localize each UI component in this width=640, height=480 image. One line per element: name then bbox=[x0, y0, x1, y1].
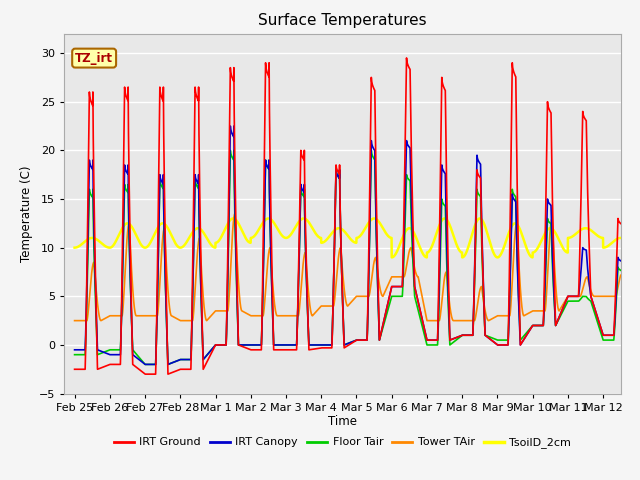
Tower TAir bbox=[231, 211, 239, 216]
IRT Ground bbox=[432, 337, 440, 343]
TsoilD_2cm bbox=[229, 216, 237, 221]
Floor Tair bbox=[617, 267, 625, 273]
IRT Canopy bbox=[602, 332, 609, 338]
Tower TAir bbox=[602, 293, 609, 299]
Line: Floor Tair: Floor Tair bbox=[75, 150, 621, 364]
TsoilD_2cm bbox=[617, 235, 625, 241]
Floor Tair bbox=[71, 352, 79, 358]
IRT Ground bbox=[141, 371, 149, 377]
Tower TAir bbox=[192, 275, 200, 280]
Floor Tair bbox=[602, 337, 609, 343]
Tower TAir bbox=[424, 318, 432, 324]
Floor Tair bbox=[566, 298, 573, 304]
TsoilD_2cm bbox=[192, 226, 200, 232]
Line: IRT Canopy: IRT Canopy bbox=[75, 126, 621, 364]
Floor Tair bbox=[192, 181, 200, 187]
TsoilD_2cm bbox=[432, 233, 440, 239]
IRT Ground bbox=[602, 332, 609, 338]
IRT Canopy bbox=[141, 361, 149, 367]
TsoilD_2cm bbox=[566, 235, 573, 240]
Tower TAir bbox=[431, 318, 439, 324]
TsoilD_2cm bbox=[602, 244, 609, 250]
IRT Ground bbox=[617, 221, 625, 227]
IRT Ground bbox=[71, 366, 79, 372]
IRT Canopy bbox=[566, 293, 573, 299]
Tower TAir bbox=[566, 293, 573, 299]
IRT Canopy bbox=[617, 258, 625, 264]
Tower TAir bbox=[241, 310, 249, 316]
IRT Ground bbox=[241, 345, 249, 350]
Floor Tair bbox=[227, 147, 234, 153]
IRT Canopy bbox=[227, 123, 234, 129]
IRT Ground bbox=[566, 293, 573, 299]
IRT Canopy bbox=[432, 337, 440, 343]
Tower TAir bbox=[617, 272, 625, 278]
Tower TAir bbox=[71, 318, 79, 324]
Line: TsoilD_2cm: TsoilD_2cm bbox=[75, 218, 621, 257]
Line: Tower TAir: Tower TAir bbox=[75, 214, 621, 321]
IRT Ground bbox=[424, 337, 432, 343]
TsoilD_2cm bbox=[424, 249, 432, 255]
IRT Ground bbox=[403, 55, 410, 61]
Text: TZ_irt: TZ_irt bbox=[75, 51, 113, 65]
IRT Ground bbox=[192, 91, 200, 97]
Title: Surface Temperatures: Surface Temperatures bbox=[258, 13, 427, 28]
Line: IRT Ground: IRT Ground bbox=[75, 58, 621, 374]
TsoilD_2cm bbox=[388, 254, 396, 260]
IRT Canopy bbox=[242, 342, 250, 348]
Floor Tair bbox=[242, 342, 250, 348]
Legend: IRT Ground, IRT Canopy, Floor Tair, Tower TAir, TsoilD_2cm: IRT Ground, IRT Canopy, Floor Tair, Towe… bbox=[109, 433, 575, 453]
TsoilD_2cm bbox=[71, 245, 79, 251]
Floor Tair bbox=[141, 361, 149, 367]
Floor Tair bbox=[432, 342, 440, 348]
X-axis label: Time: Time bbox=[328, 415, 357, 429]
IRT Canopy bbox=[424, 337, 432, 343]
TsoilD_2cm bbox=[241, 235, 249, 240]
IRT Canopy bbox=[192, 177, 200, 182]
IRT Canopy bbox=[71, 347, 79, 353]
Y-axis label: Temperature (C): Temperature (C) bbox=[20, 165, 33, 262]
Floor Tair bbox=[424, 342, 432, 348]
